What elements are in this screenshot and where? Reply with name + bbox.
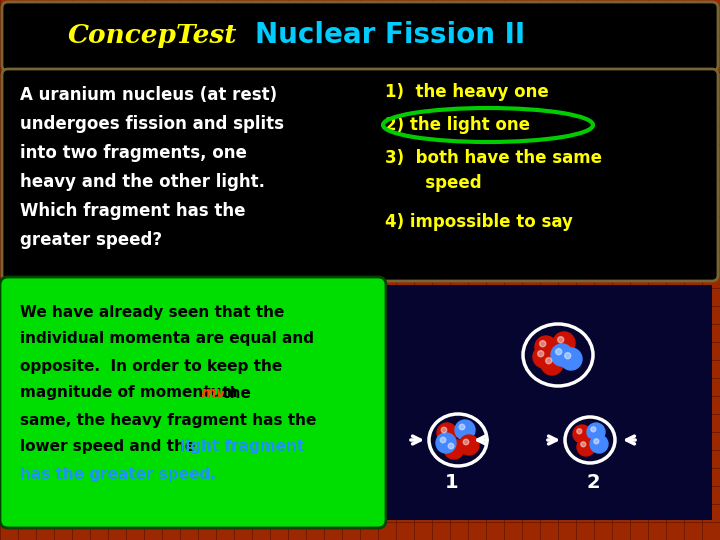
Circle shape [437, 423, 457, 443]
Circle shape [448, 443, 454, 449]
FancyBboxPatch shape [0, 277, 386, 528]
Circle shape [444, 439, 464, 459]
Circle shape [463, 439, 469, 445]
Circle shape [573, 425, 591, 443]
Text: 4) impossible to say: 4) impossible to say [385, 213, 573, 231]
Circle shape [459, 435, 479, 455]
Circle shape [539, 341, 546, 347]
Circle shape [455, 420, 475, 440]
Circle shape [441, 427, 447, 433]
Circle shape [557, 336, 564, 343]
Circle shape [538, 350, 544, 357]
Circle shape [546, 357, 552, 364]
Text: mv: mv [201, 386, 227, 401]
Circle shape [577, 429, 582, 434]
FancyBboxPatch shape [387, 285, 712, 520]
Text: 1)  the heavy one: 1) the heavy one [385, 83, 549, 101]
Circle shape [553, 332, 575, 354]
Text: magnitude of momentum: magnitude of momentum [20, 386, 243, 401]
Text: 3)  both have the same: 3) both have the same [385, 149, 602, 167]
Circle shape [564, 353, 571, 359]
Text: individual momenta are equal and: individual momenta are equal and [20, 332, 314, 347]
Text: ConcepTest: ConcepTest [68, 23, 238, 48]
Circle shape [459, 424, 465, 430]
FancyBboxPatch shape [2, 69, 718, 281]
Text: 2: 2 [586, 472, 600, 491]
Text: 2) the light one: 2) the light one [385, 116, 530, 134]
Text: light fragment: light fragment [180, 440, 305, 455]
Text: opposite.  In order to keep the: opposite. In order to keep the [20, 359, 282, 374]
Circle shape [436, 433, 456, 453]
Circle shape [590, 435, 608, 453]
Text: A uranium nucleus (at rest): A uranium nucleus (at rest) [20, 86, 277, 104]
Text: heavy and the other light.: heavy and the other light. [20, 173, 265, 191]
Text: into two fragments, one: into two fragments, one [20, 144, 247, 162]
Circle shape [560, 348, 582, 370]
Text: undergoes fission and splits: undergoes fission and splits [20, 115, 284, 133]
Text: 1: 1 [445, 472, 459, 491]
Circle shape [541, 353, 563, 375]
Text: Nuclear Fission II: Nuclear Fission II [255, 21, 525, 49]
Circle shape [533, 346, 555, 368]
Text: has the greater speed.: has the greater speed. [20, 467, 216, 482]
Circle shape [591, 427, 596, 432]
Circle shape [594, 439, 599, 444]
Text: Which fragment has the: Which fragment has the [20, 202, 246, 220]
Text: We have already seen that the: We have already seen that the [20, 305, 284, 320]
Text: lower speed and the: lower speed and the [20, 440, 200, 455]
Text: speed: speed [385, 174, 482, 192]
Circle shape [440, 437, 446, 443]
Circle shape [587, 423, 605, 441]
Circle shape [556, 349, 562, 355]
FancyBboxPatch shape [2, 2, 718, 71]
Text: greater speed?: greater speed? [20, 231, 162, 249]
Circle shape [581, 442, 586, 447]
Circle shape [535, 336, 557, 358]
Circle shape [551, 344, 573, 366]
Text: the: the [217, 386, 251, 401]
Text: same, the heavy fragment has the: same, the heavy fragment has the [20, 413, 316, 428]
Circle shape [577, 438, 595, 456]
